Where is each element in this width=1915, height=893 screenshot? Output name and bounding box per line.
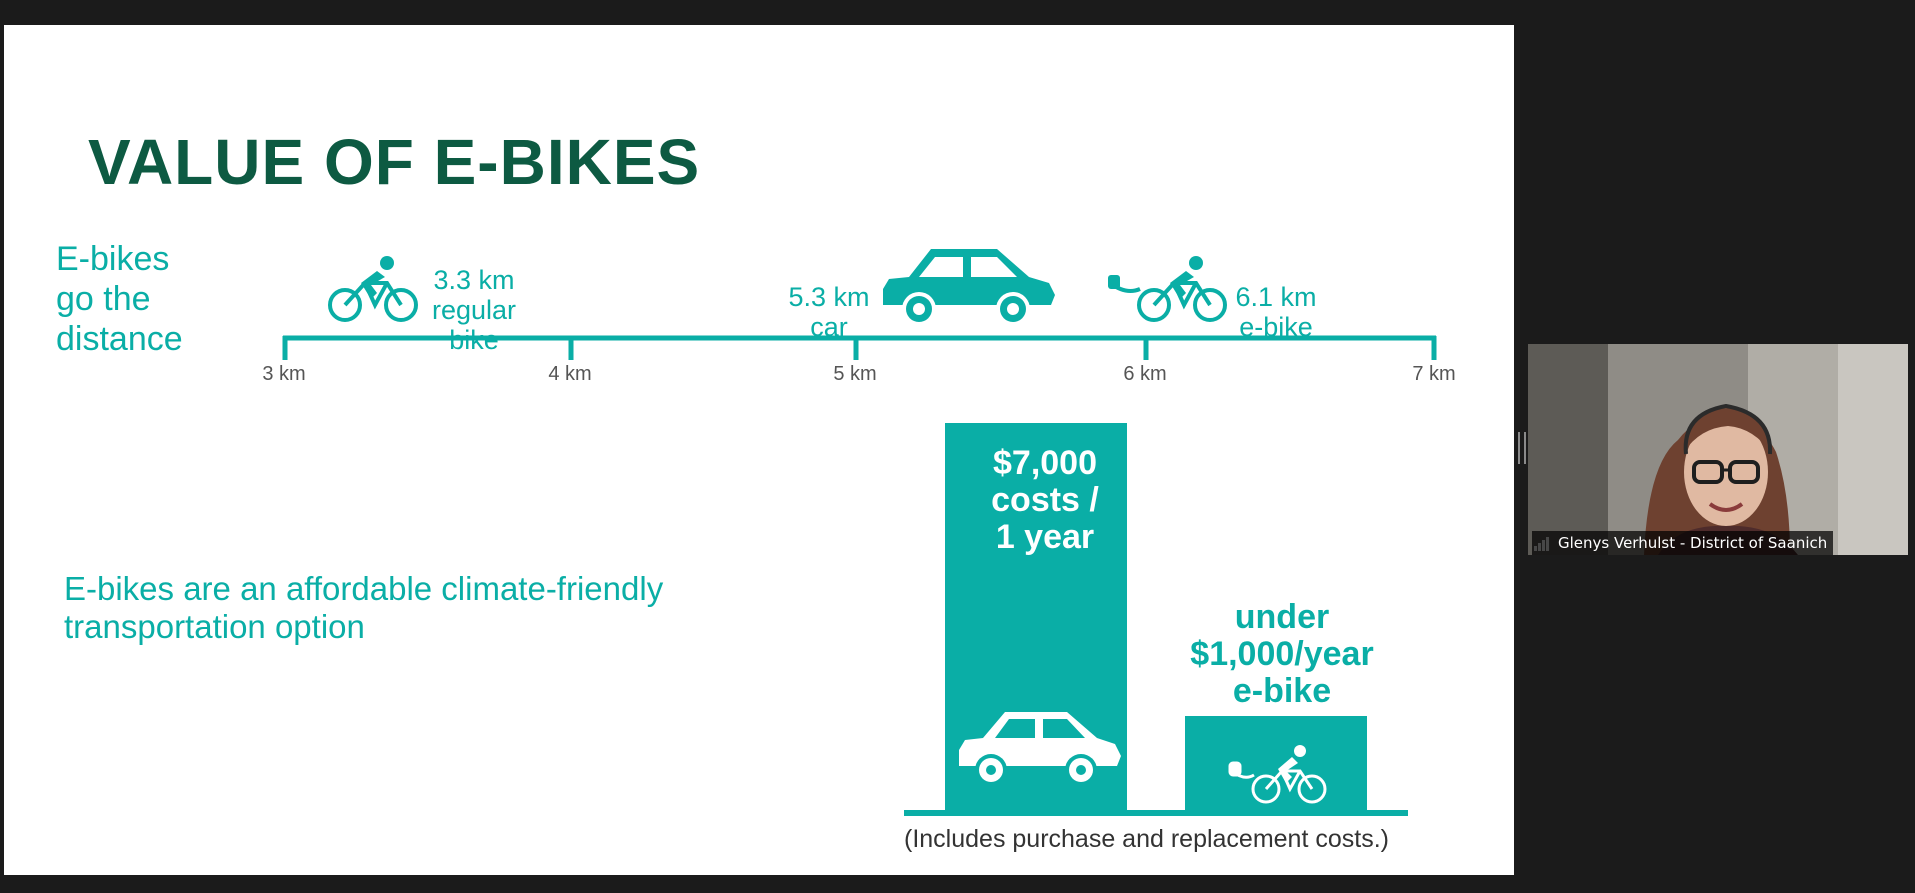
panel-resize-handle[interactable] bbox=[1518, 432, 1526, 464]
participant-name: Glenys Verhulst - District of Saanich bbox=[1532, 531, 1834, 555]
axis-tick-3km: 3 km bbox=[262, 363, 306, 385]
cost-footnote: (Includes purchase and replacement costs… bbox=[904, 825, 1389, 853]
bicycle-icon bbox=[328, 256, 418, 322]
car-icon bbox=[883, 249, 1055, 326]
ebike-cost-label: under $1,000/year e-bike bbox=[1190, 598, 1374, 710]
ebike-icon bbox=[1108, 256, 1227, 322]
regular-bike-label: 3.3 km regular bike bbox=[431, 265, 517, 355]
ebike-distance-label: 6.1 km e-bike bbox=[1235, 282, 1317, 342]
car-distance-label: 5.3 km car bbox=[788, 282, 870, 342]
axis-tick-7km: 7 km bbox=[1412, 363, 1456, 385]
presentation-slide: VALUE OF E-BIKES E-bikes go the distance… bbox=[4, 25, 1514, 875]
participant-video-tile[interactable]: Glenys Verhulst - District of Saanich bbox=[1528, 344, 1908, 555]
distance-axis bbox=[282, 335, 1437, 360]
axis-tick-5km: 5 km bbox=[833, 363, 877, 385]
axis-tick-4km: 4 km bbox=[548, 363, 592, 385]
cost-chart bbox=[904, 423, 1408, 816]
participant-video bbox=[1528, 344, 1908, 555]
car-white-icon bbox=[959, 712, 1121, 786]
ebike-white-icon bbox=[1228, 745, 1327, 804]
distance-heading: E-bikes go the distance bbox=[56, 240, 183, 358]
car-cost-label: $7,000 costs / 1 year bbox=[991, 444, 1099, 556]
axis-tick-6km: 6 km bbox=[1123, 363, 1167, 385]
tagline: E-bikes are an affordable climate-friend… bbox=[64, 570, 664, 645]
slide-title: VALUE OF E-BIKES bbox=[88, 126, 701, 198]
